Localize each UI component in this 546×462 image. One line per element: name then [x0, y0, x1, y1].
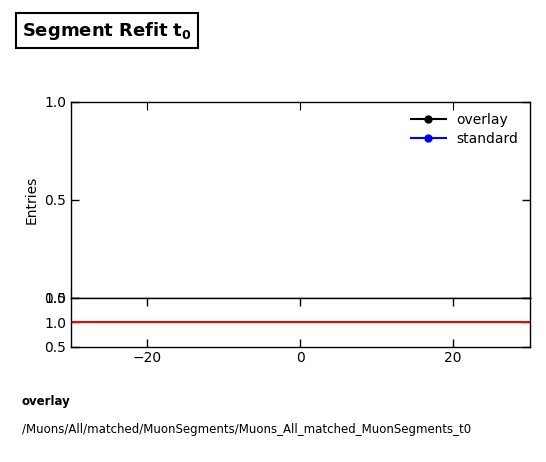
Text: $\bf{Segment\ Refit\ t_0}$: $\bf{Segment\ Refit\ t_0}$ [22, 19, 192, 42]
Text: /Muons/All/matched/MuonSegments/Muons_All_matched_MuonSegments_t0: /Muons/All/matched/MuonSegments/Muons_Al… [22, 423, 471, 436]
Legend: overlay, standard: overlay, standard [407, 109, 523, 151]
Text: overlay: overlay [22, 395, 70, 408]
Y-axis label: Entries: Entries [25, 176, 39, 224]
